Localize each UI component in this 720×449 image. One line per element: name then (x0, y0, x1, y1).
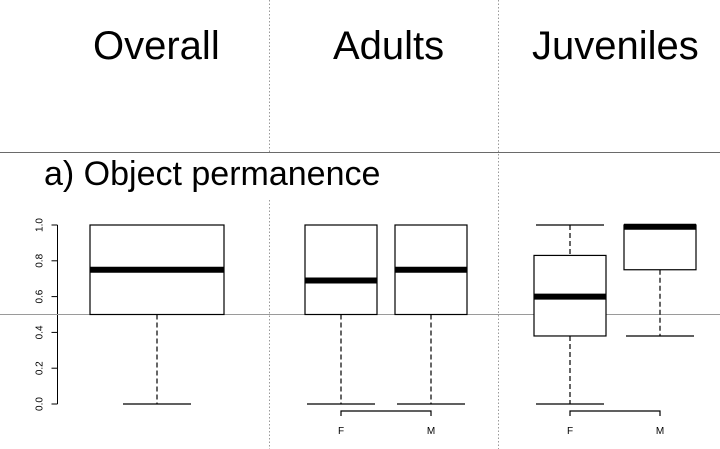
y-tick-label: 0.8 (35, 253, 46, 267)
y-tick-label: 0.0 (35, 397, 46, 411)
box (304, 224, 378, 316)
x-tick-label: F (567, 426, 573, 437)
y-tick-label: 1.0 (35, 218, 46, 232)
box (623, 224, 697, 271)
header-adults: Adults (333, 24, 445, 68)
y-tick-label: 0.4 (35, 325, 46, 339)
header-overall: Overall (93, 24, 220, 68)
x-tick-label: F (338, 426, 344, 437)
group-bracket (340, 410, 432, 416)
x-tick-label: M (427, 426, 435, 437)
group-bracket (569, 410, 661, 416)
x-tick-label: M (656, 426, 664, 437)
y-tick-label: 0.6 (35, 289, 46, 303)
panel-title: a) Object permanence (44, 155, 381, 193)
y-tick-label: 0.2 (35, 361, 46, 375)
header-juveniles: Juveniles (532, 24, 699, 68)
